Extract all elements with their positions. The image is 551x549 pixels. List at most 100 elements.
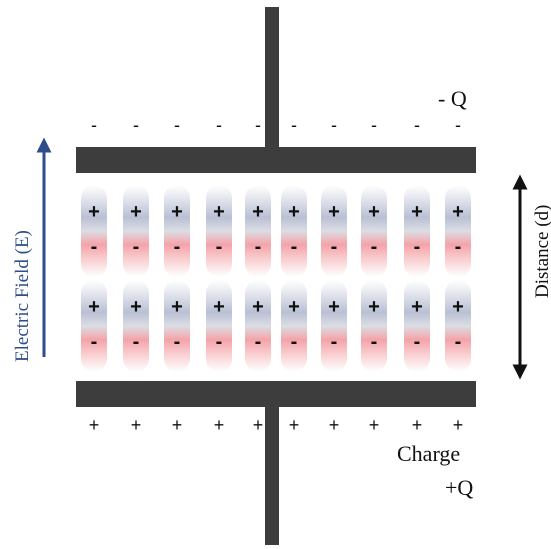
dipole-positive-sign: +: [171, 296, 183, 318]
negative-charge-symbol: -: [91, 115, 97, 135]
positive-charge-symbol: +: [412, 415, 423, 435]
dipole-body: [123, 185, 149, 277]
dipole-positive-sign: +: [130, 296, 142, 318]
dipole-body: [361, 280, 387, 372]
top-charge-label: - Q: [438, 86, 467, 111]
dipole: +-: [81, 280, 107, 372]
dipole-positive-sign: +: [328, 201, 340, 223]
dipole-negative-sign: -: [91, 331, 98, 353]
negative-charge-symbol: -: [216, 115, 222, 135]
dipole-body: [361, 185, 387, 277]
dipole: +-: [206, 280, 232, 372]
negative-charge-symbol: -: [414, 115, 420, 135]
dipole: +-: [281, 280, 307, 372]
top-lead-wire: [265, 7, 279, 149]
dipole: +-: [321, 280, 347, 372]
dipole-positive-sign: +: [88, 201, 100, 223]
dipole-body: [164, 280, 190, 372]
dipole-negative-sign: -: [455, 331, 462, 353]
negative-charge-symbol: -: [371, 115, 377, 135]
dipole-negative-sign: -: [331, 236, 338, 258]
dipole-negative-sign: -: [414, 236, 421, 258]
dipole-body: [321, 185, 347, 277]
dipole-body: [164, 185, 190, 277]
dipole-positive-sign: +: [213, 296, 225, 318]
dipole-positive-sign: +: [328, 296, 340, 318]
dipole-body: [245, 280, 271, 372]
dipole-negative-sign: -: [291, 331, 298, 353]
dipole-positive-sign: +: [411, 201, 423, 223]
positive-charge-symbol: +: [329, 415, 340, 435]
dipole-negative-sign: -: [414, 331, 421, 353]
bottom-charge-label-line2: +Q: [445, 475, 473, 500]
dipole-body: [404, 280, 430, 372]
dipole-body: [81, 280, 107, 372]
dipole-negative-sign: -: [331, 331, 338, 353]
negative-charge-symbol: -: [174, 115, 180, 135]
dipole-negative-sign: -: [371, 331, 378, 353]
dipole: +-: [281, 185, 307, 277]
dipole-positive-sign: +: [411, 296, 423, 318]
dipole-negative-sign: -: [91, 236, 98, 258]
negative-charge-symbol: -: [255, 115, 261, 135]
positive-charge-symbol: +: [369, 415, 380, 435]
dipole-positive-sign: +: [368, 201, 380, 223]
dipole-negative-sign: -: [455, 236, 462, 258]
dielectric-dipoles: +-+-+-+-+-+-+-+-+-+-+-+-+-+-+-+-+-+-+-+-: [81, 185, 471, 372]
dipole-negative-sign: -: [216, 331, 223, 353]
dipole-body: [245, 185, 271, 277]
dipole: +-: [164, 280, 190, 372]
dipole-body: [445, 185, 471, 277]
dipole-positive-sign: +: [452, 296, 464, 318]
electric-field-label: Electric Field (E): [12, 230, 33, 362]
positive-charge-symbol: +: [172, 415, 183, 435]
dipole: +-: [206, 185, 232, 277]
dipole: +-: [164, 185, 190, 277]
negative-charge-symbol: -: [331, 115, 337, 135]
dipole: +-: [361, 185, 387, 277]
dipole-body: [206, 280, 232, 372]
dipole: +-: [245, 185, 271, 277]
top-plate: [76, 147, 476, 173]
dipole: +-: [445, 280, 471, 372]
distance-label: Distance (d): [532, 205, 551, 298]
negative-charge-symbol: -: [291, 115, 297, 135]
top-plate-charges: ----------: [91, 115, 461, 135]
dipole: +-: [404, 185, 430, 277]
positive-charge-symbol: +: [453, 415, 464, 435]
dipole-negative-sign: -: [255, 236, 262, 258]
dipole-negative-sign: -: [174, 236, 181, 258]
dipole-positive-sign: +: [288, 296, 300, 318]
dipole-negative-sign: -: [291, 236, 298, 258]
dipole: +-: [445, 185, 471, 277]
dipole-positive-sign: +: [213, 201, 225, 223]
bottom-plate: [76, 381, 476, 407]
dipole-negative-sign: -: [133, 331, 140, 353]
dipole-negative-sign: -: [174, 331, 181, 353]
dipole: +-: [245, 280, 271, 372]
positive-charge-symbol: +: [214, 415, 225, 435]
bottom-plate-charges: + + + + + + + + + +: [89, 415, 464, 435]
dipole: +-: [404, 280, 430, 372]
positive-charge-symbol: +: [253, 415, 264, 435]
dipole-positive-sign: +: [252, 201, 264, 223]
dipole: +-: [81, 185, 107, 277]
dipole-negative-sign: -: [255, 331, 262, 353]
bottom-charge-label-line1: Charge: [397, 441, 460, 466]
dipole-body: [281, 185, 307, 277]
dipole-positive-sign: +: [171, 201, 183, 223]
dipole-positive-sign: +: [88, 296, 100, 318]
dipole-positive-sign: +: [368, 296, 380, 318]
dipole-positive-sign: +: [130, 201, 142, 223]
dipole-positive-sign: +: [252, 296, 264, 318]
dipole-body: [281, 280, 307, 372]
dipole-body: [81, 185, 107, 277]
dipole-body: [445, 280, 471, 372]
dipole-negative-sign: -: [133, 236, 140, 258]
positive-charge-symbol: +: [289, 415, 300, 435]
dipole: +-: [123, 185, 149, 277]
bottom-lead-wire: [265, 403, 279, 545]
dipole-body: [321, 280, 347, 372]
